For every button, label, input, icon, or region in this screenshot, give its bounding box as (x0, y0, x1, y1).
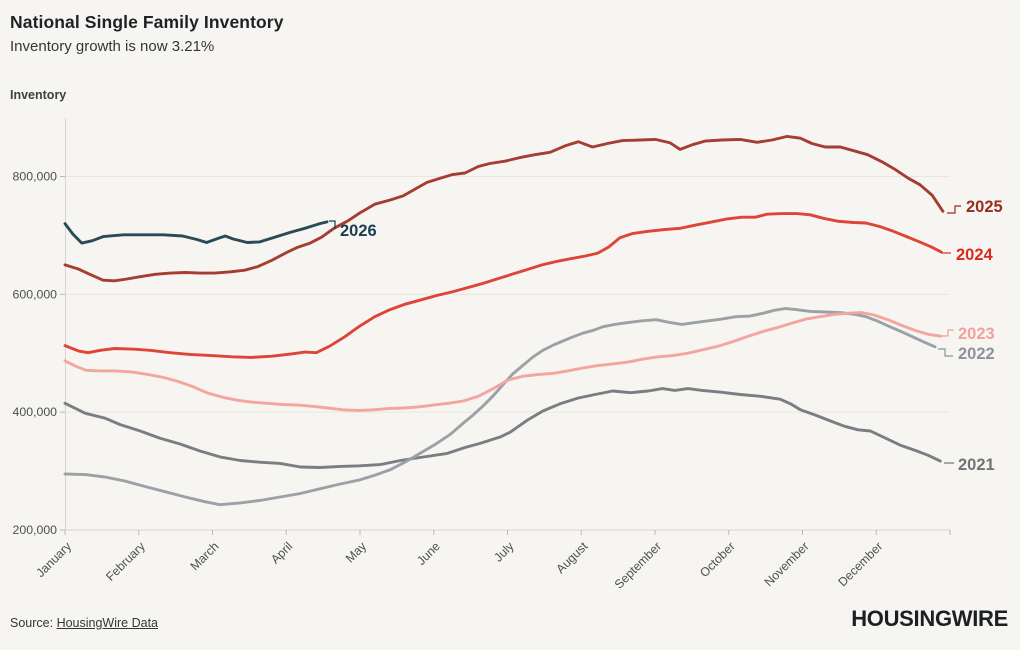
y-tick-label: 400,000 (13, 405, 58, 419)
page-title: National Single Family Inventory (10, 12, 284, 32)
x-tick-label-may: May (343, 539, 370, 566)
x-tick-label-september: September (612, 539, 664, 591)
series-label-2023: 2023 (958, 325, 995, 343)
y-tick-label: 600,000 (13, 287, 58, 301)
page-subtitle: Inventory growth is now 3.21% (10, 38, 215, 55)
y-tick-label: 800,000 (13, 169, 58, 183)
x-tick-label-october: October (697, 539, 738, 580)
series-label-2022: 2022 (958, 345, 995, 363)
brand-logo: HOUSINGWIRE (851, 606, 1008, 631)
x-tick-label-december: December (835, 539, 885, 589)
x-tick-label-august: August (553, 539, 590, 576)
source-prefix: Source: (10, 616, 57, 630)
y-axis-title: Inventory (10, 88, 67, 102)
x-tick-label-march: March (188, 539, 222, 573)
series-label-2021: 2021 (958, 456, 995, 474)
series-line-2025 (63, 134, 945, 283)
series-label-2026: 2026 (340, 222, 377, 240)
x-tick-label-november: November (762, 539, 812, 589)
series-line-2021 (63, 387, 942, 469)
series-line-2024 (63, 212, 943, 359)
x-tick-label-january: January (33, 539, 74, 580)
series-line-2026 (63, 220, 329, 245)
series-label-2025: 2025 (966, 198, 1003, 216)
x-tick-label-february: February (103, 539, 148, 584)
x-tick-label-april: April (268, 539, 295, 566)
x-tick-label-july: July (491, 539, 517, 565)
y-tick-label: 200,000 (13, 523, 58, 537)
series-line-2023 (63, 311, 943, 412)
source-label: Source: HousingWire Data (10, 616, 158, 630)
series-label-2024: 2024 (956, 246, 994, 264)
source-link[interactable]: HousingWire Data (56, 616, 158, 630)
x-tick-label-june: June (414, 539, 443, 568)
series-line-2022 (63, 307, 937, 507)
